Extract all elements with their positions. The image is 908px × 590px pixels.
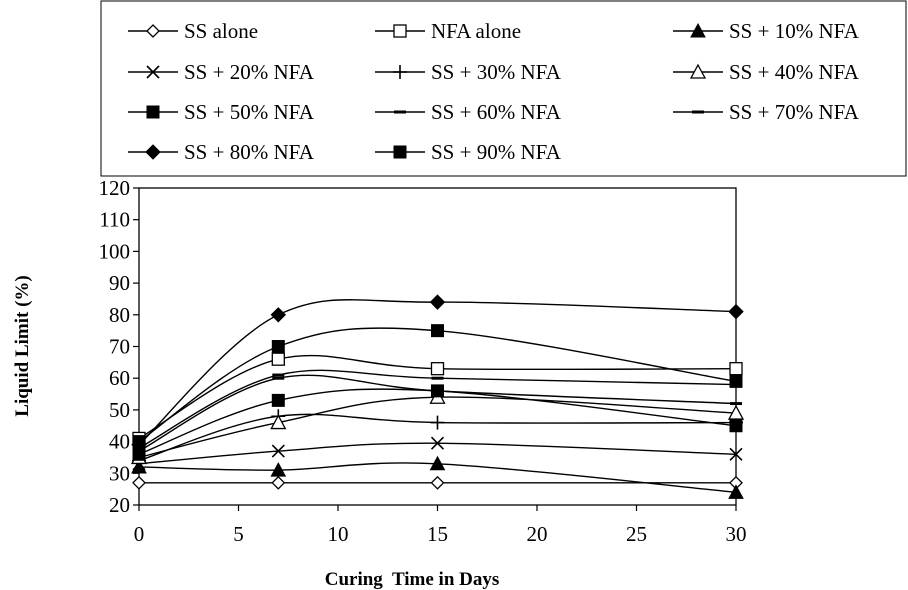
data-point-ss-10-nfa [270,462,287,477]
y-tick-label: 20 [109,493,130,517]
legend: SS alone NFA alone SS + 10% NFA SS + 20% NF… [128,19,860,164]
legend-label-nfa-alone: NFA alone [431,19,521,43]
data-point-ss-90-nfa [132,435,146,449]
x-axis-title: Curing Time in Days [325,569,500,590]
data-point-ss-20-nfa [271,444,285,458]
data-point-ss-alone [271,475,286,490]
data-point-ss-40-nfa [727,404,745,420]
series-line-nfa-alone [138,354,737,440]
series-line-ss-90-nfa [138,327,737,443]
y-tick-label: 80 [109,303,130,327]
data-point-nfa-alone [430,362,445,376]
legend-marker-ss-alone [146,24,160,38]
legend-marker-ss-30-nfa [393,65,407,79]
x-tick-label: 0 [134,522,145,546]
y-axis-title: Liquid Limit (%) [12,275,33,416]
legend-label-ss-40-nfa: SS + 40% NFA [729,60,860,84]
legend-label-ss-80-nfa: SS + 80% NFA [184,140,315,164]
y-axis: 20 30 40 50 60 70 80 90 100 110 120 [99,176,139,517]
legend-marker-nfa-alone [393,24,407,38]
legend-label-ss-10-nfa: SS + 10% NFA [729,19,860,43]
x-tick-label: 5 [233,522,244,546]
data-point-ss-50-nfa [729,419,743,433]
series-lines [138,299,737,494]
legend-marker-ss-50-nfa [146,105,160,119]
data-point-ss-10-nfa [728,484,744,499]
legend-label-ss-30-nfa: SS + 30% NFA [431,60,562,84]
legend-marker-ss-20-nfa [146,65,160,79]
x-tick-label: 15 [427,522,448,546]
y-tick-label: 40 [109,430,130,454]
data-point-ss-alone [132,475,146,490]
data-point-ss-90-nfa [431,324,444,338]
data-point-ss-50-nfa [271,393,285,407]
series-line-ss-50-nfa [138,388,737,455]
series-line-ss-20-nfa [138,442,737,465]
legend-label-ss-20-nfa: SS + 20% NFA [184,60,315,84]
legend-label-ss-50-nfa: SS + 50% NFA [184,100,315,124]
legend-marker-ss-80-nfa [145,144,161,160]
data-point-ss-80-nfa [728,303,744,320]
data-point-ss-30-nfa [430,415,445,430]
series-line-ss-40-nfa [138,396,737,459]
series-line-ss-10-nfa [138,462,737,494]
y-tick-label: 30 [109,461,130,485]
x-tick-label: 10 [328,522,349,546]
y-tick-label: 50 [109,398,130,422]
legend-label-ss-70-nfa: SS + 70% NFA [729,100,860,124]
data-point-ss-10-nfa [429,455,446,471]
y-tick-label: 100 [99,239,131,263]
legend-box [100,0,907,177]
y-tick-label: 70 [109,335,130,359]
legend-marker-ss-90-nfa [393,145,407,159]
x-axis: 0 5 10 15 20 25 30 [134,505,747,546]
legend-label-ss-60-nfa: SS + 60% NFA [431,100,562,124]
y-tick-label: 60 [109,366,130,390]
series-markers [130,294,745,499]
y-tick-label: 90 [109,271,130,295]
data-point-ss-80-nfa [429,294,446,310]
legend-label-ss-90-nfa: SS + 90% NFA [431,140,562,164]
legend-label-ss-alone: SS alone [184,19,258,43]
data-point-nfa-alone [271,352,285,366]
data-point-ss-20-nfa [729,447,743,461]
data-point-ss-alone [430,475,445,490]
legend-marker-ss-40-nfa [689,63,707,79]
series-line-ss-30-nfa [138,413,737,462]
data-point-ss-90-nfa [729,374,743,388]
legend-marker-ss-10-nfa [690,22,706,38]
data-point-ss-20-nfa [430,436,445,450]
x-tick-label: 25 [626,522,647,546]
data-point-ss-40-nfa [270,414,287,430]
data-point-nfa-alone [729,362,743,376]
y-tick-label: 120 [99,176,131,200]
y-tick-label: 110 [99,208,130,232]
x-tick-label: 30 [726,522,747,546]
data-point-ss-90-nfa [271,340,285,353]
series-line-ss-60-nfa [138,374,737,452]
series-line-ss-70-nfa [138,369,737,449]
data-point-ss-80-nfa [270,307,287,323]
x-tick-label: 20 [527,522,548,546]
series-line-ss-80-nfa [138,299,737,446]
